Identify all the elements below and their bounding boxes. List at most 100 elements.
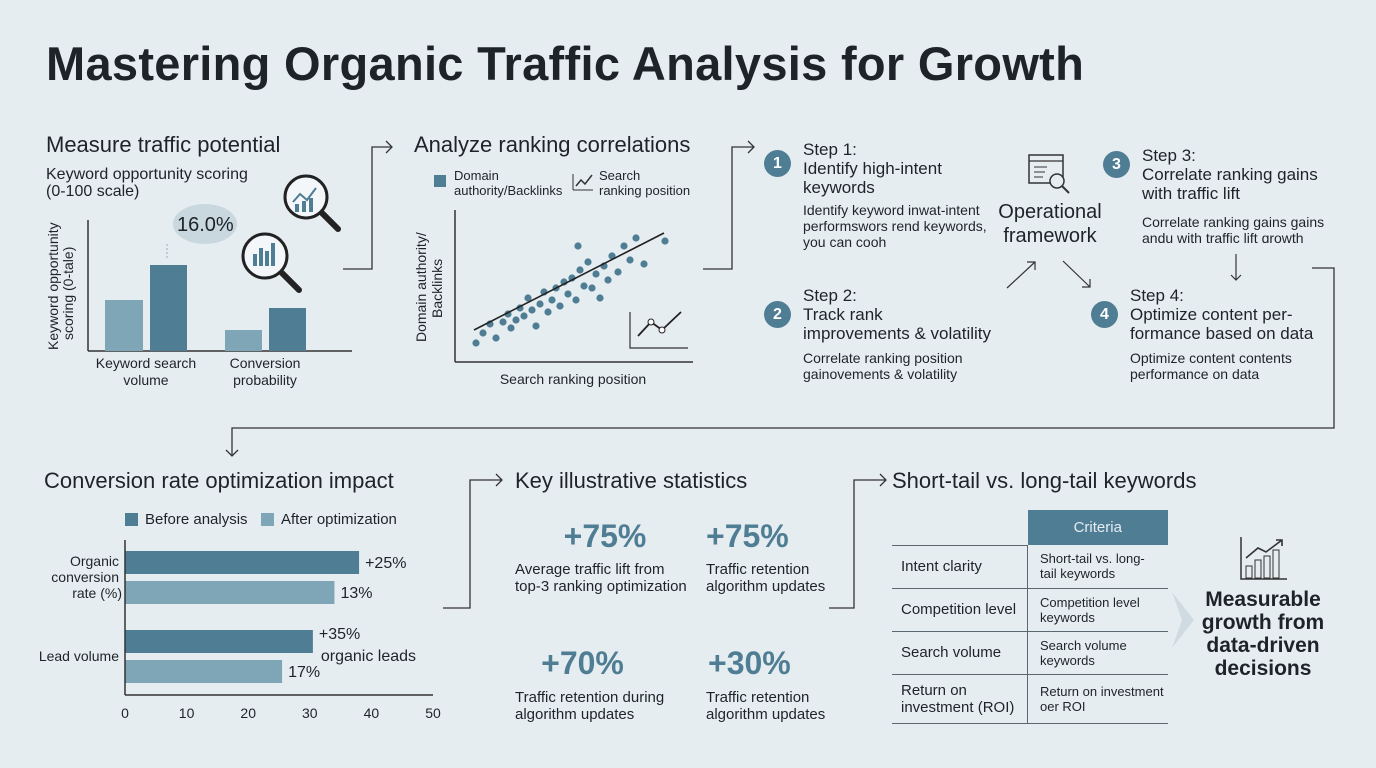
scatter-point <box>574 242 582 250</box>
scatter-point <box>640 260 648 268</box>
panel2-heading: Analyze ranking correlations <box>414 132 691 157</box>
ranking-scatter-chart: Domain authority/ Backlinks Search ranki… <box>413 210 693 387</box>
group-label-1: Keyword search <box>96 355 196 371</box>
bar-lead-before <box>125 630 313 653</box>
x-tick-30: 30 <box>302 705 318 721</box>
legend-swatch-after <box>261 513 274 526</box>
step-1-desc: Identify keyword inwat-intent performswo… <box>803 202 987 250</box>
callout-value: 16.0% <box>177 214 234 236</box>
scatter-point <box>604 276 612 284</box>
callout-cloud <box>173 204 237 244</box>
trend-line <box>473 232 665 331</box>
scatter-x-label: Search ranking position <box>500 371 646 387</box>
x-tick-10: 10 <box>179 705 195 721</box>
scatter-point <box>524 294 532 302</box>
criteria-header: Criteria <box>1027 510 1168 545</box>
step-3-desc: Correlate ranking gains gains andu with … <box>1142 214 1325 246</box>
keywords-table: Criteria Intent clarity Short-tail vs. l… <box>892 510 1168 724</box>
table-row: Intent clarity Short-tail vs. long-tail … <box>892 545 1168 589</box>
framework-center-label: Operational framework <box>998 201 1102 247</box>
category-label-lead: Lead volume <box>39 648 119 664</box>
mini-chart-frame <box>629 312 688 349</box>
data-label-lead-before: +35% <box>319 626 360 643</box>
trend-icon <box>572 174 593 191</box>
scatter-point <box>614 268 622 276</box>
legend-before: Before analysis <box>145 511 248 528</box>
scatter-point <box>580 282 588 290</box>
scatter-point <box>661 237 669 245</box>
x-tick-labels: 0 10 20 30 40 50 <box>121 705 441 721</box>
svg-text:probability: probability <box>233 372 297 388</box>
svg-text:Backlinks: Backlinks <box>429 259 445 318</box>
step-4-badge: 4 <box>1091 301 1118 328</box>
stat-2-label: Traffic retention algorithm updates <box>706 561 826 595</box>
category-label-organic: Organic <box>70 553 119 569</box>
scatter-point <box>576 266 584 274</box>
scatter-point <box>632 234 640 242</box>
scatter-point <box>492 334 500 342</box>
scatter-y-label: Domain authority/ <box>413 232 429 342</box>
step-3-title: Step 3: Correlate ranking gains with tra… <box>1142 146 1318 203</box>
step-2-badge: 2 <box>764 301 791 328</box>
scatter-point <box>596 294 604 302</box>
scatter-point <box>479 329 487 337</box>
magnifier-line-chart-icon <box>283 174 341 232</box>
step-3-badge: 3 <box>1103 151 1130 178</box>
scatter-point <box>472 339 480 347</box>
scatter-point <box>626 256 634 264</box>
scatter-point <box>592 270 600 278</box>
legend-ranking: Search ranking position <box>599 168 691 198</box>
data-label-organic-before: +25% <box>365 555 406 572</box>
keywords-heading: Short-tail vs. long-tail keywords <box>892 468 1197 493</box>
scatter-point <box>512 316 520 324</box>
scatter-point <box>507 324 515 332</box>
legend-swatch-before <box>125 513 138 526</box>
scatter-point <box>588 284 596 292</box>
legend-swatch-domain <box>434 175 446 187</box>
stat-3: +70% <box>541 645 624 681</box>
connector-arrow <box>443 473 503 609</box>
panel1-subheading: Keyword opportunity scoring (0-100 scale… <box>46 166 248 200</box>
traffic-potential-chart: Keyword opportunity scoring (0-tale) 16.… <box>45 204 352 388</box>
x-tick-0: 0 <box>121 705 129 721</box>
bar-organic-after <box>125 581 335 604</box>
step-2-desc: Correlate ranking position gainovements … <box>803 350 963 382</box>
stat-3-label: Traffic retention during algorithm update… <box>515 689 665 723</box>
page-title: Mastering Organic Traffic Analysis for G… <box>46 37 1085 90</box>
scatter-point <box>556 302 564 310</box>
x-tick-50: 50 <box>425 705 441 721</box>
scatter-point <box>584 258 592 266</box>
step-2-title: Step 2: Track rank improvements & volati… <box>803 286 992 343</box>
table-row: Search volume Search volume keywords <box>892 631 1168 675</box>
magnifier-bar-chart-icon <box>241 232 302 293</box>
bar-volume-1 <box>105 300 143 351</box>
connector-arrow <box>343 140 393 270</box>
stat-1-label: Average traffic lift from top-3 ranking o… <box>515 561 687 595</box>
svg-text:conversion: conversion <box>51 569 119 585</box>
growth-label: Measurable growth from data-driven decis… <box>1201 588 1325 680</box>
step-4-desc: Optimize content contents performance on… <box>1130 350 1292 382</box>
stat-4-label: Traffic retention algorithm updates <box>706 689 826 723</box>
group-label-2: Conversion <box>230 355 301 371</box>
svg-text:rate (%): rate (%) <box>72 585 122 601</box>
step-1-badge: 1 <box>764 150 791 177</box>
panel1-y-label: Keyword opportunity <box>45 222 61 350</box>
svg-text:scoring (0-tale): scoring (0-tale) <box>60 247 76 340</box>
scatter-points <box>472 234 669 347</box>
stats-heading: Key illustrative statistics <box>515 468 748 493</box>
growth-chart-icon <box>1240 537 1287 580</box>
table-row: Competition level Competition level keywo… <box>892 588 1168 632</box>
stat-4: +30% <box>708 645 791 681</box>
data-label-lead-before-sub: organic leads <box>321 648 416 665</box>
chevron-right-icon <box>1172 592 1194 648</box>
bar-volume-2 <box>150 265 187 351</box>
panel1-heading: Measure traffic potential <box>46 132 281 157</box>
x-tick-40: 40 <box>364 705 380 721</box>
scatter-point <box>564 290 572 298</box>
browser-search-icon <box>1028 154 1070 194</box>
scatter-point <box>572 296 580 304</box>
down-arrow <box>1230 254 1242 281</box>
scatter-point <box>520 312 528 320</box>
bar-lead-after <box>125 660 283 683</box>
conversion-chart-title: Conversion rate optimization impact <box>44 468 394 493</box>
